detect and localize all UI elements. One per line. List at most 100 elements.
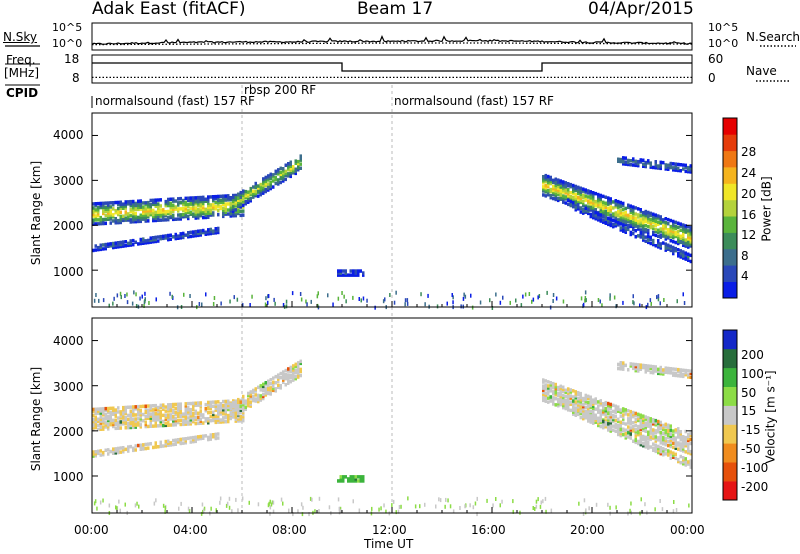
power-panel-cell bbox=[157, 198, 160, 202]
velocity-panel-cell bbox=[287, 375, 290, 379]
power-panel-cell bbox=[577, 189, 580, 194]
velocity-panel-cell bbox=[359, 475, 362, 479]
velocity-colorbar-swatch bbox=[723, 386, 737, 406]
power-panel-cell bbox=[102, 203, 105, 208]
velocity-panel-cell bbox=[547, 380, 550, 384]
velocity-panel-cell bbox=[647, 440, 650, 444]
power-panel-cell bbox=[244, 202, 247, 206]
velocity-panel-cell bbox=[542, 390, 545, 394]
power-panel-cell bbox=[119, 202, 122, 207]
velocity-panel-cell bbox=[287, 373, 290, 377]
power-ytick-2000: 2000 bbox=[53, 219, 84, 233]
power-panel-cell bbox=[629, 208, 632, 212]
power-panel-cell bbox=[112, 207, 115, 211]
velocity-panel-cell bbox=[207, 406, 210, 411]
power-panel-cell bbox=[637, 163, 640, 168]
velocity-panel-cell bbox=[609, 423, 612, 427]
velocity-panel-speckle bbox=[542, 499, 544, 504]
power-panel-speckle bbox=[274, 301, 276, 306]
velocity-panel-cell bbox=[182, 420, 185, 424]
power-panel-cell bbox=[237, 211, 240, 216]
velocity-panel-cell bbox=[129, 423, 132, 428]
power-panel-cell bbox=[357, 273, 360, 277]
power-panel-cell bbox=[682, 252, 685, 256]
power-panel-speckle bbox=[212, 302, 215, 306]
velocity-panel-speckle bbox=[271, 500, 274, 505]
velocity-panel-cell bbox=[102, 450, 105, 455]
power-panel-cell bbox=[617, 223, 620, 227]
power-panel-cell bbox=[574, 192, 577, 197]
velocity-panel-cell bbox=[659, 371, 662, 376]
velocity-panel-speckle bbox=[654, 507, 656, 512]
velocity-panel-cell bbox=[652, 436, 655, 440]
velocity-panel-cell bbox=[164, 423, 167, 428]
power-panel-cell bbox=[102, 207, 105, 212]
power-panel-cell bbox=[637, 225, 640, 229]
velocity-panel-cell bbox=[614, 422, 617, 427]
power-panel-cell bbox=[642, 227, 645, 231]
velocity-panel-cell bbox=[134, 448, 137, 452]
velocity-panel-cell bbox=[159, 423, 162, 428]
power-panel-cell bbox=[154, 204, 157, 208]
power-panel-cell bbox=[602, 206, 605, 211]
power-panel-cell bbox=[649, 213, 652, 218]
velocity-panel-cell bbox=[217, 404, 220, 408]
power-panel-cell bbox=[204, 232, 207, 236]
velocity-panel-cell bbox=[664, 448, 667, 452]
nsearch-label: N.Search bbox=[746, 30, 800, 44]
velocity-panel-cell bbox=[119, 426, 122, 430]
power-panel-cell bbox=[214, 227, 217, 231]
velocity-panel-cell bbox=[212, 410, 215, 415]
velocity-panel-cell bbox=[594, 416, 597, 420]
velocity-panel-cell bbox=[632, 425, 635, 429]
power-panel-cell bbox=[669, 228, 672, 233]
velocity-panel-cell bbox=[639, 413, 642, 417]
velocity-panel-cell bbox=[184, 416, 187, 420]
power-panel-cell bbox=[274, 181, 277, 186]
power-colorbar-swatch bbox=[723, 150, 737, 168]
velocity-panel-cell bbox=[679, 454, 682, 459]
velocity-panel-cell bbox=[297, 365, 300, 369]
power-panel-cell bbox=[149, 240, 152, 244]
velocity-panel-speckle bbox=[272, 500, 275, 505]
power-panel-speckle bbox=[537, 295, 539, 300]
power-panel-cell bbox=[614, 201, 617, 205]
power-panel-cell bbox=[132, 199, 135, 204]
velocity-panel-cell bbox=[597, 404, 600, 408]
velocity-panel-cell bbox=[127, 447, 130, 451]
velocity-panel-cell bbox=[662, 368, 665, 372]
velocity-panel-speckle bbox=[445, 497, 447, 502]
velocity-panel-cell bbox=[652, 428, 655, 432]
power-panel-cell bbox=[672, 227, 675, 232]
power-panel-cell bbox=[599, 203, 602, 208]
velocity-panel-cell bbox=[624, 412, 627, 416]
power-panel-cell bbox=[194, 233, 197, 238]
velocity-panel-cell bbox=[157, 415, 160, 420]
velocity-panel-cell bbox=[642, 418, 645, 422]
power-panel-speckle bbox=[495, 292, 497, 297]
power-panel-cell bbox=[647, 216, 650, 221]
velocity-panel-cell bbox=[604, 400, 607, 405]
power-panel-cell bbox=[199, 211, 202, 216]
power-panel-cell bbox=[172, 197, 175, 201]
velocity-panel-cell bbox=[642, 428, 645, 433]
velocity-panel-cell bbox=[649, 429, 652, 433]
power-panel-cell bbox=[199, 231, 202, 235]
power-panel-speckle bbox=[113, 296, 115, 301]
velocity-panel-cell bbox=[197, 415, 200, 420]
power-panel-cell bbox=[249, 188, 252, 193]
velocity-panel-cell bbox=[292, 366, 295, 370]
velocity-panel-cell bbox=[582, 412, 585, 417]
velocity-panel-cell bbox=[174, 412, 177, 417]
velocity-panel-cell bbox=[107, 408, 110, 413]
power-panel-cell bbox=[542, 185, 545, 189]
power-panel-cell bbox=[102, 219, 105, 224]
power-panel-speckle bbox=[300, 297, 303, 302]
velocity-panel-cell bbox=[657, 446, 660, 451]
velocity-panel-cell bbox=[557, 404, 560, 408]
velocity-panel-cell bbox=[154, 414, 157, 418]
velocity-panel-speckle bbox=[231, 509, 233, 514]
power-panel-cell bbox=[602, 214, 605, 218]
power-panel-speckle bbox=[509, 300, 511, 305]
velocity-panel-cell bbox=[614, 425, 617, 429]
